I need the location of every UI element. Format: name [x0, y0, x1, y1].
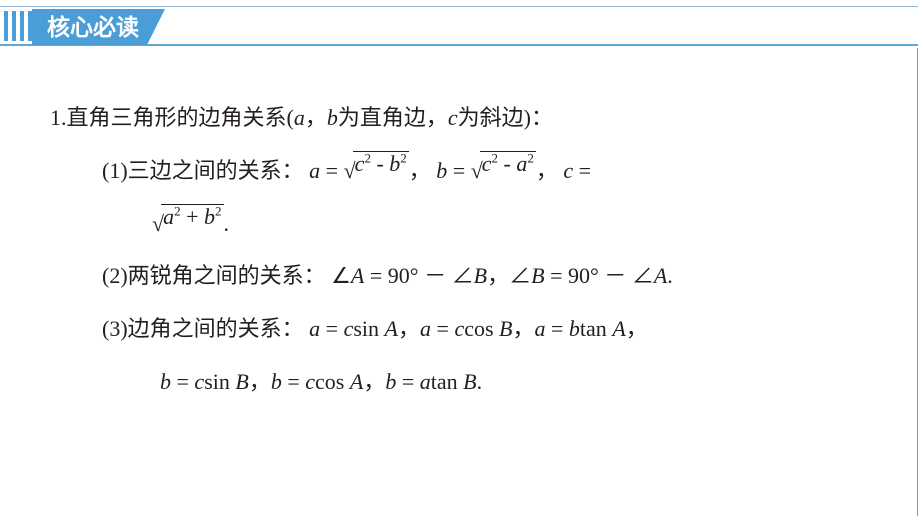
item-3-formula-2: b = csin B，b = ccos A，b = atan B. — [160, 369, 482, 394]
item-1-formula-c-lhs: c = — [563, 158, 591, 183]
var-c: c — [448, 105, 458, 130]
section-title-pre: 直角三角形的边角关系( — [67, 105, 294, 130]
item-1-line-1: (1)三边之间的关系： a = √c2 - b2， b = √c2 - a2， … — [50, 145, 914, 198]
section-number: 1. — [50, 105, 67, 130]
item-3-line-2: b = csin B，b = ccos A，b = atan B. — [50, 356, 914, 409]
item-1-formula-a: a = √c2 - b2 — [309, 158, 409, 183]
section-title-mid: 为直角边， — [338, 105, 448, 130]
content: 1.直角三角形的边角关系(a，b为直角边，c为斜边)： (1)三边之间的关系： … — [50, 92, 914, 409]
item-3-text: 边角之间的关系： — [128, 316, 304, 341]
header-stripes — [4, 11, 32, 41]
item-3-line-1: (3)边角之间的关系： a = csin A，a = ccos B，a = bt… — [50, 303, 914, 356]
item-1-line-2: √a2 + b2. — [50, 198, 914, 251]
right-border — [917, 48, 918, 516]
item-2-line: (2)两锐角之间的关系： ∠A = 90° － ∠B，∠B = 90° － ∠A… — [50, 250, 914, 303]
section-title-post: 为斜边)： — [458, 105, 553, 130]
item-1-formula-c-rhs: √a2 + b2 — [152, 211, 224, 236]
var-a: a — [294, 105, 305, 130]
item-3-label: (3) — [102, 316, 128, 341]
var-b: b — [327, 105, 338, 130]
section-title: 核心必读 — [32, 9, 165, 45]
item-2-formula: ∠A = 90° － ∠B，∠B = 90° － ∠A. — [331, 263, 673, 288]
item-1-label: (1) — [102, 158, 128, 183]
item-1-text: 三边之间的关系： — [128, 158, 304, 183]
item-3-formula-1: a = csin A，a = ccos B，a = btan A， — [309, 316, 648, 341]
item-2-label: (2) — [102, 263, 128, 288]
item-1-formula-b: b = √c2 - a2 — [436, 158, 536, 183]
item-2-text: 两锐角之间的关系： — [128, 263, 326, 288]
heading-line: 1.直角三角形的边角关系(a，b为直角边，c为斜边)： — [50, 92, 914, 145]
sep1: ， — [305, 105, 327, 130]
